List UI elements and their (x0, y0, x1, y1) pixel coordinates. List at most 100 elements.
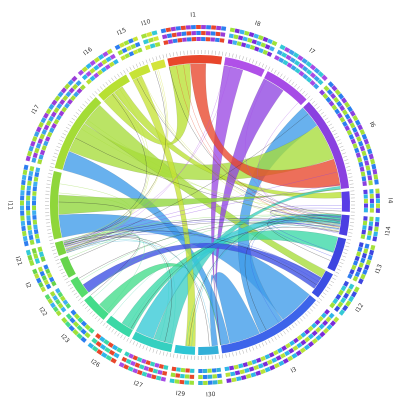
tick-mark-i21 (50, 246, 55, 248)
thin-link (191, 220, 341, 347)
tick-mark-i11 (47, 232, 52, 234)
segment-label-i13: I13 (374, 263, 384, 274)
segment-band-i15 (128, 64, 151, 80)
ring-track-cell-i3 (266, 359, 273, 365)
tick-mark-i23 (80, 300, 84, 304)
tick-mark-i6 (328, 123, 333, 127)
ring-track-cell-i11 (21, 225, 26, 232)
ring-track-cell-i17 (76, 87, 83, 94)
ring-track-cell-i13 (361, 252, 367, 259)
tick-mark-i23 (97, 318, 101, 322)
ring-track-cell-i8 (249, 44, 256, 51)
ring-track-cell-i11 (27, 230, 33, 236)
ring-track-cell-i7 (281, 52, 288, 58)
tick-mark-i17 (87, 98, 91, 102)
ring-track-cell-i13 (358, 242, 364, 248)
ring-track-cell-i11 (20, 220, 26, 227)
ring-track-cell-i14 (361, 229, 367, 235)
tick-mark-i6 (340, 149, 345, 151)
ring-track-cell-i3 (279, 352, 286, 359)
tick-mark-i3 (232, 352, 234, 357)
ring-track-cell-i3 (225, 372, 231, 378)
ring-track-cell-i29 (179, 379, 185, 385)
ring-track-cell-i3 (247, 360, 253, 366)
ring-track-cell-i10 (153, 36, 159, 42)
ring-track-cell-i8 (262, 49, 269, 56)
ring-track-cell-i11 (20, 190, 25, 196)
ring-track-cell-i6 (341, 120, 348, 127)
tick-mark-i22 (66, 280, 70, 284)
ring-track-cell-i16 (109, 53, 116, 60)
segment-label-i30: I30 (206, 391, 216, 399)
tick-mark-i10 (155, 56, 158, 61)
ring-track-cell-i14 (368, 225, 373, 231)
ring-track-cell-i22 (60, 306, 67, 313)
ring-track-cell-i2 (37, 266, 44, 273)
tick-mark-i23 (92, 313, 96, 317)
ring-track-cell-i1 (220, 32, 226, 37)
ring-track-cell-i30 (207, 374, 213, 379)
ring-track-cell-i13 (352, 260, 359, 266)
ring-track-cell-i23 (84, 324, 91, 331)
ring-track-cell-i3 (271, 357, 278, 363)
ring-track-cell-i3 (325, 316, 332, 323)
tick-mark-i17 (67, 123, 72, 127)
ring-track-cell-i3 (289, 340, 296, 347)
tick-mark-i1 (176, 51, 178, 56)
outer-ring-tracks (20, 25, 381, 386)
ring-track-cell-i30 (207, 380, 213, 385)
ring-track-cell-i11 (35, 238, 41, 244)
ring-track-cell-i6 (346, 105, 353, 113)
tick-mark-i3 (297, 320, 300, 324)
ring-track-cell-i3 (234, 370, 241, 376)
ring-track-cell-i11 (23, 164, 29, 171)
ring-track-cell-i7 (289, 57, 296, 64)
ring-track-cell-i11 (32, 200, 37, 206)
ring-track-cell-i27 (162, 370, 168, 376)
ring-track-cell-i17 (55, 114, 62, 121)
thin-link (183, 64, 341, 222)
tick-mark-i26 (102, 322, 106, 326)
ring-track-cell-i17 (72, 83, 79, 90)
ring-track-cell-i29 (170, 372, 176, 378)
ring-track-cell-i3 (311, 330, 318, 337)
segment-band-i16 (98, 74, 130, 101)
ring-track-cell-i7 (282, 59, 289, 66)
ring-track-cell-i12 (329, 302, 336, 309)
tick-mark-i3 (312, 305, 316, 309)
ring-track-cell-i1 (176, 32, 182, 37)
ring-track-cell-i17 (31, 157, 37, 163)
tick-mark-i7 (299, 88, 303, 92)
ring-track-cell-i17 (62, 95, 69, 102)
thin-link (244, 79, 341, 218)
ring-track-cell-i17 (71, 75, 78, 83)
ring-track-cell-i17 (39, 133, 45, 140)
ring-track-cell-i4 (369, 193, 374, 199)
ring-track-cell-i2 (51, 280, 57, 287)
ring-track-cell-i13 (354, 271, 361, 278)
ring-track-cell-i21 (25, 249, 32, 256)
tick-mark-i27 (139, 343, 142, 348)
ring-track-cell-i27 (152, 368, 159, 374)
ring-track-cell-i11 (32, 205, 37, 211)
thin-link (63, 171, 338, 243)
ring-track-cell-i27 (143, 365, 150, 371)
ring-track-cell-i3 (329, 320, 336, 327)
ring-track-cell-i8 (228, 33, 234, 39)
ring-track-cell-i3 (245, 373, 252, 379)
segment-label-i22: I22 (37, 306, 48, 318)
chord-ribbon-i16-i4 (114, 86, 342, 199)
ring-track-cell-i13 (360, 273, 366, 280)
tick-mark-i3 (242, 349, 244, 354)
thin-link (66, 240, 213, 346)
ring-track-cell-i12 (338, 309, 346, 316)
ring-track-cell-i16 (89, 59, 96, 66)
ring-track-cell-i8 (232, 40, 238, 46)
ring-track-cell-i16 (106, 48, 113, 55)
chord-ribbon-i8-i3 (211, 65, 244, 346)
tick-mark-i6 (345, 162, 350, 165)
ring-track-cell-i27 (136, 356, 143, 363)
tick-mark-i12 (326, 286, 331, 290)
ring-track-cell-i26 (95, 333, 102, 340)
ring-track-cell-i1 (211, 25, 217, 30)
